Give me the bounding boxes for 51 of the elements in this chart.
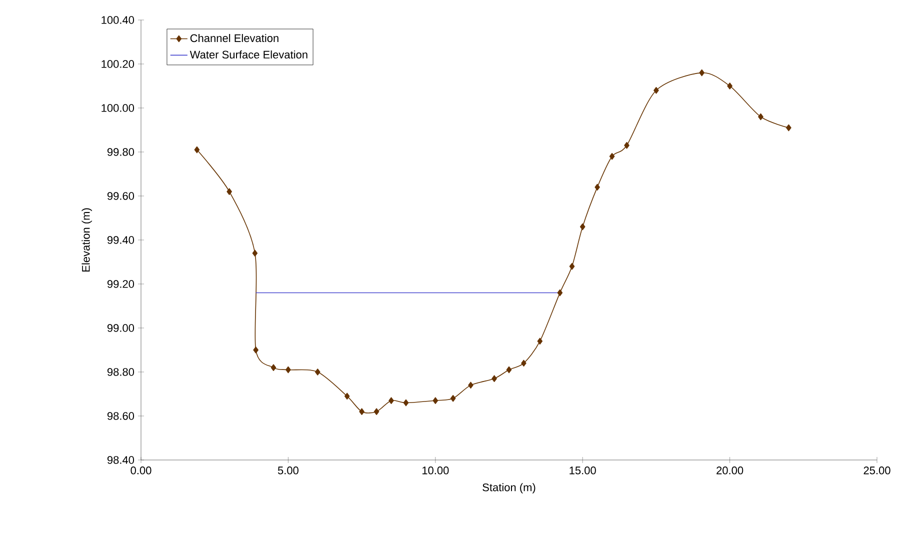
- point: [492, 375, 497, 382]
- x-tick-label: 0.00: [130, 466, 152, 474]
- y-tick-label: 98.60: [107, 412, 134, 420]
- point: [506, 366, 512, 374]
- point: [374, 408, 380, 415]
- y-tick-label: 99.20: [107, 280, 134, 288]
- point: [727, 82, 732, 90]
- point: [194, 146, 200, 154]
- point: [252, 250, 258, 257]
- legend-label: Channel Elevation: [190, 34, 278, 42]
- point: [580, 223, 586, 230]
- point: [521, 360, 526, 367]
- point: [314, 368, 320, 376]
- x-axis-title: Station (m): [482, 483, 536, 494]
- y-tick-label: 99.60: [107, 192, 134, 200]
- point: [699, 69, 704, 76]
- point: [537, 338, 543, 345]
- point: [450, 394, 456, 402]
- y-tick-label: 99.80: [107, 148, 134, 156]
- point: [654, 86, 659, 94]
- x-tick-label: 5.00: [278, 466, 298, 474]
- point: [388, 397, 394, 404]
- point: [270, 364, 276, 371]
- y-tick-label: 100.20: [102, 60, 134, 68]
- point: [594, 184, 600, 191]
- x-tick-label: 25.00: [864, 466, 890, 474]
- point: [786, 124, 792, 132]
- point: [609, 152, 615, 160]
- y-tick-label: 99.00: [107, 324, 134, 332]
- point: [468, 382, 474, 389]
- y-axis-title: Elevation (m): [82, 208, 92, 272]
- y-tick-label: 99.40: [107, 236, 134, 244]
- point: [403, 399, 409, 406]
- point: [253, 346, 258, 354]
- point: [286, 366, 291, 374]
- point: [432, 397, 438, 404]
- point: [226, 188, 232, 195]
- y-tick-label: 98.40: [107, 456, 134, 464]
- point: [344, 392, 350, 400]
- x-tick-label: 15.00: [570, 466, 596, 474]
- y-tick-label: 98.80: [107, 368, 134, 376]
- legend-label: Water Surface Elevation: [190, 50, 308, 59]
- point: [758, 113, 764, 120]
- point: [569, 262, 575, 270]
- point: [557, 289, 563, 296]
- point: [624, 142, 630, 149]
- x-tick-label: 10.00: [422, 466, 449, 474]
- y-tick-label: 100.00: [102, 104, 134, 112]
- y-tick-label: 100.40: [102, 16, 134, 24]
- point: [359, 408, 364, 415]
- x-tick-label: 20.00: [716, 466, 744, 474]
